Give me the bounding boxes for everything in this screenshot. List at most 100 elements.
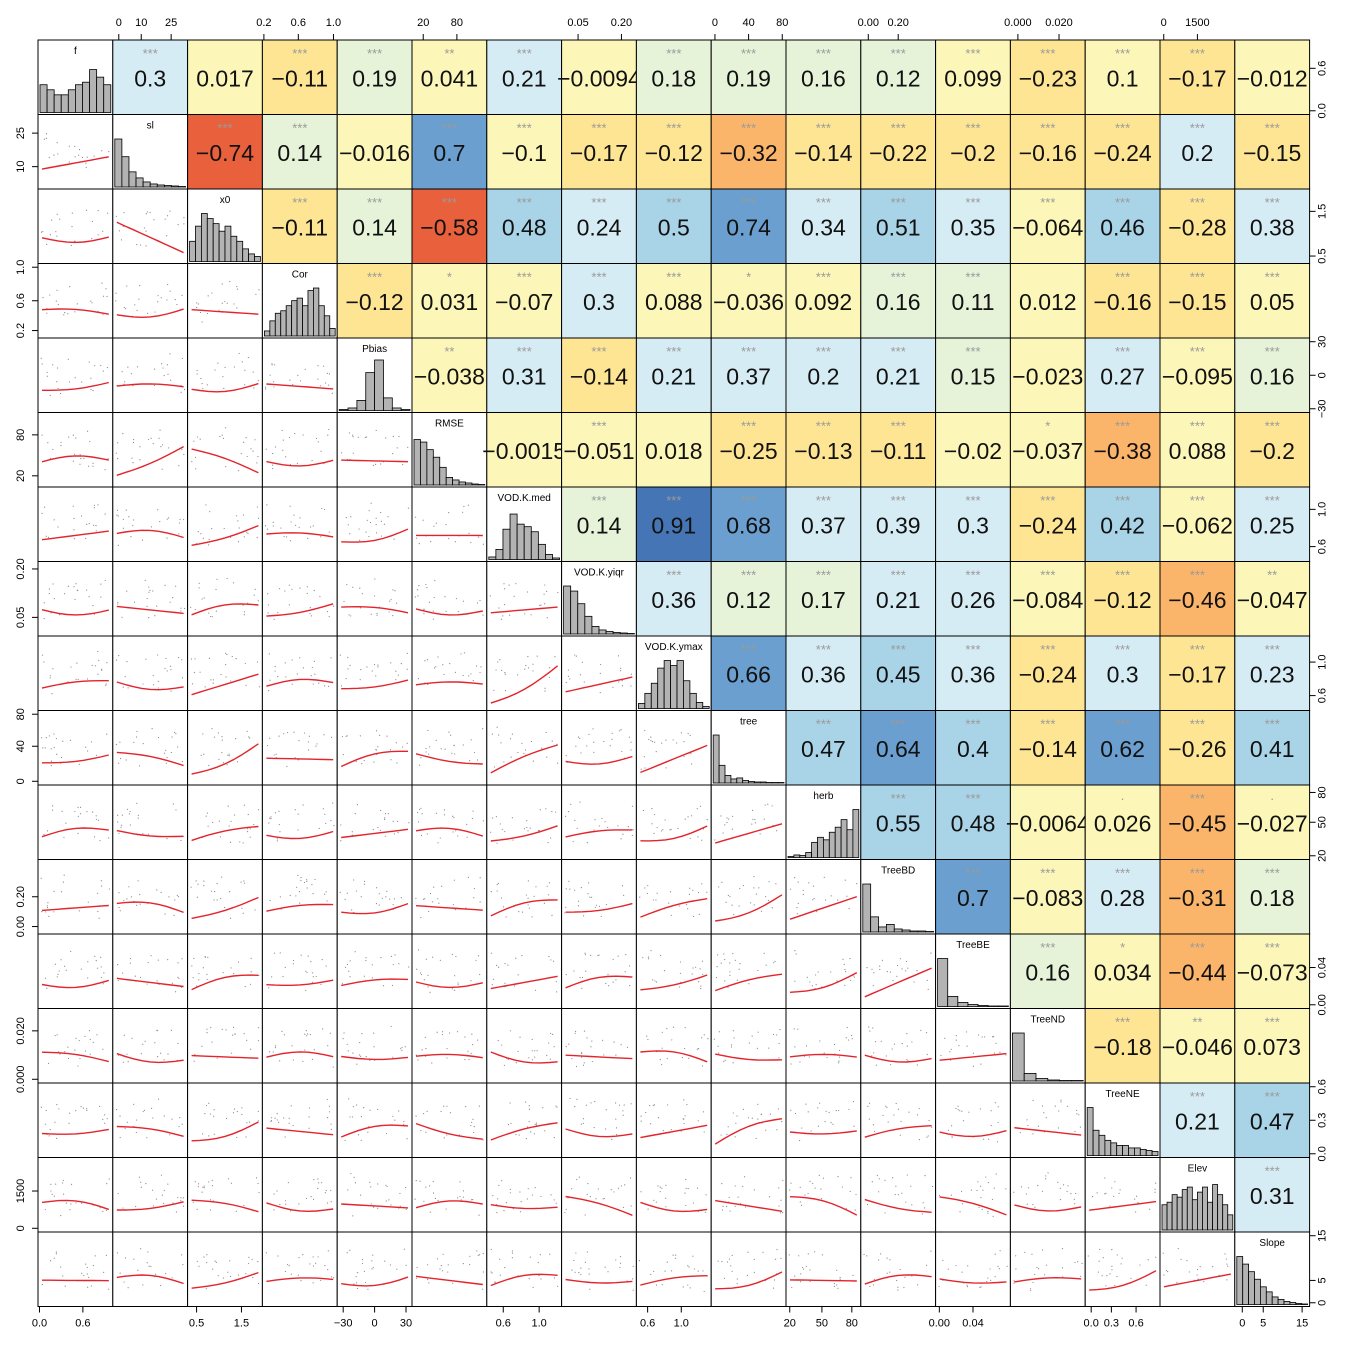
scatter-point	[166, 763, 167, 764]
scatter-point	[132, 462, 133, 463]
scatter-point	[605, 1128, 606, 1129]
scatter-point	[796, 907, 797, 908]
scatter-point	[381, 521, 382, 522]
scatter-point	[407, 743, 408, 744]
histogram-bar	[190, 241, 196, 261]
scatter-point	[73, 460, 74, 461]
scatter-point	[540, 1196, 541, 1197]
scatter-point	[652, 979, 653, 980]
histogram-bar	[606, 631, 613, 634]
axis-tick-label: 0.000	[15, 1066, 27, 1094]
scatter-point	[295, 809, 296, 810]
scatter-point	[192, 683, 193, 684]
scatter-point	[474, 888, 475, 889]
scatter-point	[656, 1284, 657, 1285]
scatter-point	[521, 1201, 522, 1202]
scatter-point	[441, 1265, 442, 1266]
scatter-point	[501, 1044, 502, 1045]
scatter-point	[104, 1123, 105, 1124]
scatter-point	[429, 992, 430, 993]
scatter-point	[221, 736, 222, 737]
scatter-point	[683, 741, 684, 742]
scatter-point	[61, 442, 62, 443]
scatter-point	[535, 990, 536, 991]
histogram-bar	[54, 95, 61, 113]
scatter-point	[994, 1053, 995, 1054]
scatter-point	[133, 742, 134, 743]
scatter-panel	[262, 1232, 337, 1307]
scatter-point	[587, 1183, 588, 1184]
scatter-point	[156, 1198, 157, 1199]
scatter-point	[392, 1116, 393, 1117]
scatter-point	[1044, 1274, 1045, 1275]
scatter-point	[615, 1054, 616, 1055]
scatter-point	[332, 393, 333, 394]
scatter-point	[285, 1271, 286, 1272]
scatter-point	[388, 1199, 389, 1200]
scatter-point	[584, 1062, 585, 1063]
histogram-bar	[427, 450, 433, 485]
scatter-point	[265, 387, 266, 388]
scatter-point	[405, 1187, 406, 1188]
scatter-point	[375, 675, 376, 676]
scatter-point	[987, 1211, 988, 1212]
scatter-panel	[636, 1083, 711, 1158]
scatter-point	[764, 953, 765, 954]
scatter-point	[193, 977, 194, 978]
significance-stars: ***	[517, 46, 532, 61]
scatter-point	[120, 1273, 121, 1274]
significance-stars: ***	[1190, 568, 1205, 583]
scatter-point	[343, 754, 344, 755]
scatter-point	[1026, 1193, 1027, 1194]
scatter-point	[471, 739, 472, 740]
scatter-point	[123, 519, 124, 520]
axis-tick-label: 1500	[15, 1179, 27, 1203]
scatter-point	[325, 382, 326, 383]
axis-tick-label: 0.00	[929, 1318, 950, 1330]
scatter-point	[289, 604, 290, 605]
scatter-point	[686, 904, 687, 905]
scatter-point	[327, 434, 328, 435]
scatter-point	[528, 1057, 529, 1058]
scatter-point	[823, 1178, 824, 1179]
scatter-point	[300, 380, 301, 381]
scatter-point	[419, 765, 420, 766]
scatter-point	[64, 312, 65, 313]
scatter-point	[725, 1060, 726, 1061]
scatter-point	[179, 1117, 180, 1118]
scatter-point	[277, 838, 278, 839]
scatter-point	[180, 1197, 181, 1198]
scatter-point	[448, 512, 449, 513]
scatter-point	[701, 840, 702, 841]
scatter-point	[538, 1275, 539, 1276]
scatter-point	[424, 660, 425, 661]
scatter-point	[646, 1036, 647, 1037]
scatter-point	[327, 1202, 328, 1203]
scatter-point	[275, 446, 276, 447]
scatter-point	[547, 886, 548, 887]
scatter-point	[120, 758, 121, 759]
scatter-point	[360, 679, 361, 680]
scatter-point	[385, 836, 386, 837]
scatter-point	[656, 751, 657, 752]
scatter-point	[529, 1105, 530, 1106]
scatter-point	[248, 357, 249, 358]
histogram-bar	[564, 586, 571, 634]
scatter-point	[143, 1111, 144, 1112]
scatter-point	[42, 231, 43, 232]
significance-stars: ***	[666, 568, 681, 583]
scatter-point	[87, 1267, 88, 1268]
correlation-value: −0.38	[1093, 438, 1151, 464]
scatter-point	[1176, 1282, 1177, 1283]
scatter-point	[369, 510, 370, 511]
scatter-point	[856, 883, 857, 884]
scatter-point	[533, 1287, 534, 1288]
scatter-point	[821, 1198, 822, 1199]
scatter-point	[692, 1256, 693, 1257]
scatter-point	[907, 968, 908, 969]
scatter-point	[962, 1203, 963, 1204]
scatter-point	[504, 963, 505, 964]
significance-stars: *	[746, 270, 751, 285]
scatter-point	[1102, 1275, 1103, 1276]
scatter-point	[159, 430, 160, 431]
